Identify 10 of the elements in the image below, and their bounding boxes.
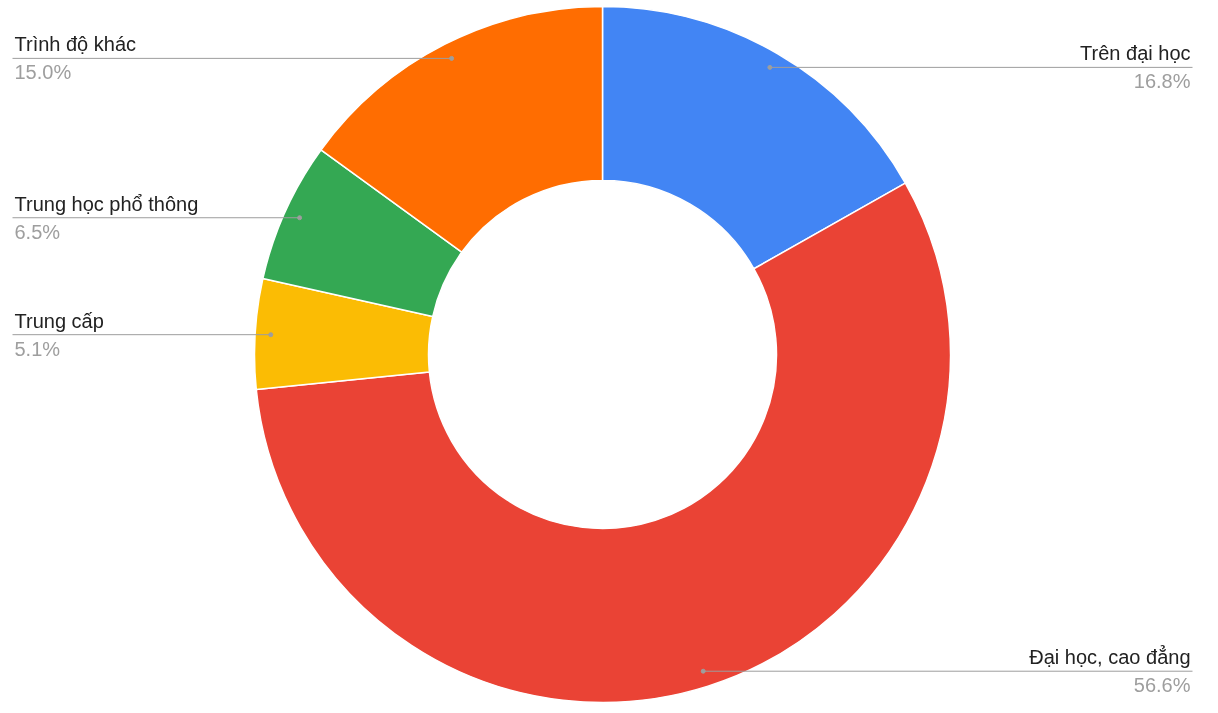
data-label: 56.6%: [1133, 674, 1191, 697]
data-label: 5.1%: [14, 337, 61, 360]
slice-label: Trình độ khác: [14, 33, 137, 56]
slice-label: Trên đại học: [1080, 42, 1191, 65]
slice-label: Đại học, cao đẳng: [1029, 645, 1191, 669]
slice-label: Trung cấp: [14, 309, 104, 332]
data-label: 16.8%: [1133, 70, 1191, 93]
slice-label: Trung học phổ thông: [14, 192, 199, 215]
data-label: 15.0%: [14, 61, 72, 84]
data-label: 6.5%: [14, 220, 61, 243]
